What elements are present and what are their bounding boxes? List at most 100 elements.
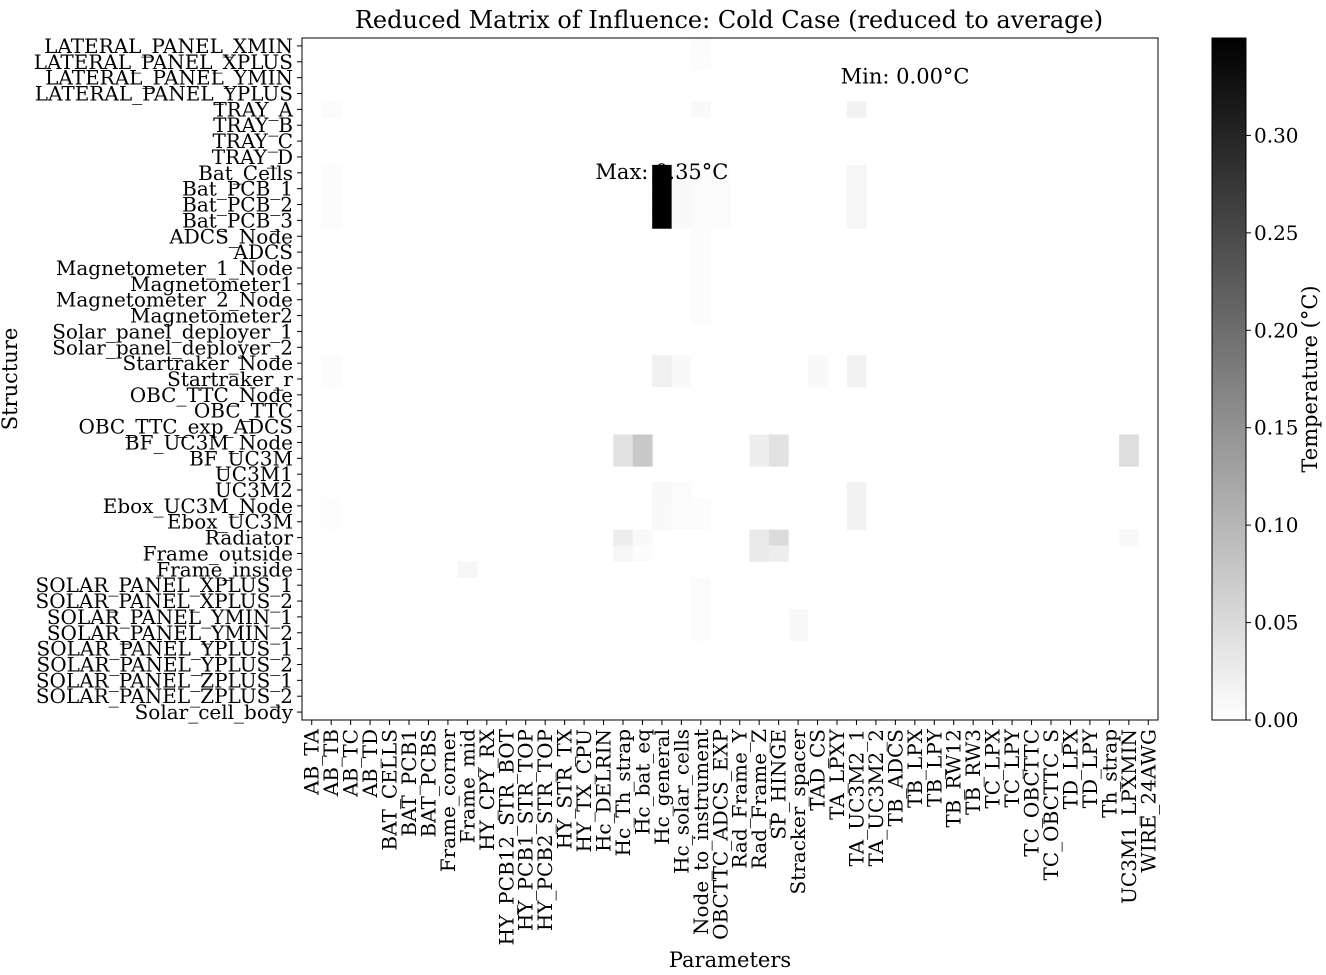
x-tick-label: BAT_PCB1: [397, 729, 421, 837]
y-tick-label: Frame_outside: [143, 541, 293, 565]
heatmap-cell: [457, 561, 478, 578]
x-tick-label: Frame_corner: [436, 729, 460, 873]
heatmap-cell: [321, 355, 342, 372]
y-tick-label: TRAY_D: [212, 145, 293, 169]
heatmap-cell: [632, 450, 653, 467]
heatmap-cell: [691, 593, 711, 610]
x-tick-label: Hc_Th_strap: [611, 729, 635, 856]
heatmap-cell: [768, 545, 789, 562]
y-tick-label: SOLAR_PANEL_XPLUS_1: [36, 573, 294, 597]
x-tick-label: TB_ADCS: [883, 729, 907, 827]
heatmap-cell: [671, 212, 692, 229]
x-tick-label: TA_UC3M2_2: [864, 729, 888, 867]
heatmap-cell: [691, 307, 711, 324]
y-tick-label: Bat_PCB_3: [182, 208, 293, 232]
heatmap-cell: [652, 355, 673, 372]
y-tick-label: Magnetometer2: [130, 304, 293, 328]
heatmap-cell: [846, 180, 867, 198]
y-tick-label: SOLAR_PANEL_ZPLUS_1: [36, 668, 293, 692]
y-tick-label: LATERAL_PANEL_XMIN: [44, 34, 293, 58]
heatmap-cell: [691, 275, 711, 293]
y-tick-label: SOLAR_PANEL_YPLUS_2: [37, 652, 293, 676]
colorbar-tick-label: 0.20: [1254, 318, 1299, 342]
chart-title: Reduced Matrix of Influence: Cold Case (…: [355, 6, 1103, 34]
heatmap-cell: [613, 545, 634, 562]
heatmap-cell: [691, 53, 711, 71]
y-tick-label: OBC_TTC_Node: [130, 383, 293, 407]
x-tick-label: Hc_general: [650, 729, 674, 845]
y-tick-label: Ebox_UC3M_Node: [103, 494, 293, 518]
heatmap-cell: [846, 513, 867, 531]
heatmap-cell: [652, 212, 673, 229]
heatmap-cell: [691, 577, 711, 594]
heatmap-cell: [691, 196, 711, 213]
x-tick-label: TA_UC3M2_1: [844, 729, 868, 867]
colorbar: [1211, 37, 1247, 721]
min-annotation: Min: 0.00°C: [841, 65, 970, 89]
heatmap-cell: [710, 212, 731, 229]
colorbar-tick-label: 0.00: [1254, 708, 1299, 732]
y-tick-label: UC3M2: [215, 478, 293, 502]
heatmap-cell: [613, 529, 634, 546]
heatmap-cell: [321, 212, 342, 229]
x-tick-label: UC3M1_LPXMIN: [1117, 729, 1141, 904]
heatmap-cell: [691, 624, 711, 642]
y-tick-label: Magnetometer1: [130, 272, 293, 296]
y-tick-label: Startraker_r: [167, 367, 293, 391]
heatmap-cell: [749, 545, 770, 562]
heatmap-cell: [691, 38, 711, 55]
y-tick-label: BF_UC3M_Node: [125, 430, 293, 454]
heatmap-cell: [749, 529, 770, 546]
x-tick-label: TC_LPY: [1000, 728, 1024, 807]
heatmap-cell: [652, 482, 673, 499]
heatmap-cell: [691, 291, 711, 309]
heatmap-cell: [652, 497, 673, 515]
x-tick-label: Stracker_spacer: [786, 729, 810, 895]
heatmap-cell: [613, 450, 634, 467]
x-tick-label: Hc_solar_cells: [669, 729, 693, 874]
heatmap-cell: [768, 529, 789, 546]
x-tick-label: HY_CPY_RX: [475, 728, 499, 851]
x-tick-label: TD_LPX: [1058, 728, 1082, 809]
y-tick-label: OBC_TTC: [194, 399, 293, 423]
x-tick-label: AB_TD: [358, 729, 382, 799]
x-tick-label: BAT_PCBS: [416, 729, 440, 838]
y-tick-label: Magnetometer_1_Node: [56, 256, 293, 280]
x-tick-label: Node_to_instrument: [689, 729, 713, 935]
x-axis-label: Parameters: [669, 948, 791, 972]
y-tick-label: Magnetometer_2_Node: [56, 288, 293, 312]
colorbar-ticks: 0.00 0.05 0.10 0.15 0.20 0.25 0.30: [1246, 123, 1299, 732]
heatmap-cell: [807, 355, 828, 372]
x-tick-label: HY_STR_TX: [553, 728, 577, 849]
y-tick-label: Bat_PCB_2: [182, 193, 293, 217]
y-tick-label: Bat_PCB_1: [182, 177, 293, 201]
y-tick-label: SOLAR_PANEL_XPLUS_2: [36, 589, 294, 613]
x-tick-label: TB_RW12: [942, 729, 966, 828]
heatmap-cell: [321, 513, 342, 531]
y-tick-label: Ebox_UC3M: [167, 510, 293, 534]
y-tick-label: SOLAR_PANEL_YMIN_2: [47, 621, 293, 645]
y-tick-label: Solar_panel_deployer_1: [52, 319, 293, 343]
x-tick-label: TC_OBCTTC_S: [1039, 729, 1063, 880]
heatmap-cell: [671, 164, 692, 182]
heatmap-cell: [691, 260, 711, 277]
y-tick-label: Solar_cell_body: [135, 700, 294, 724]
max-annotation: Max: 0.35°C: [595, 160, 728, 184]
y-tick-label: ADCS: [233, 240, 293, 264]
x-tick-label: BAT_CELLS: [378, 729, 402, 851]
y-tick-label: Radiator: [205, 526, 294, 550]
y-tick-label: Solar_panel_deployer_2: [52, 335, 293, 359]
heatmap-cell: [671, 513, 692, 531]
heatmap-cell: [846, 164, 867, 182]
y-tick-label: Bat_Cells: [198, 161, 293, 185]
heatmap-cell: [788, 608, 809, 626]
heatmap-cell: [652, 180, 673, 198]
x-tick-label: TB_LPX: [903, 728, 927, 808]
x-tick-label: Rad_Frame_Y: [728, 728, 752, 868]
heatmap-cell: [652, 371, 673, 388]
heatmap-cell: [632, 545, 653, 562]
y-tick-label: SOLAR_PANEL_ZPLUS_2: [36, 684, 293, 708]
y-tick-label: LATERAL_PANEL_XPLUS: [34, 50, 293, 74]
heatmap-cell: [691, 228, 711, 245]
x-tick-labels: AB_TAAB_TBAB_TCAB_TDBAT_CELLSBAT_PCB1BAT…: [300, 720, 1160, 945]
